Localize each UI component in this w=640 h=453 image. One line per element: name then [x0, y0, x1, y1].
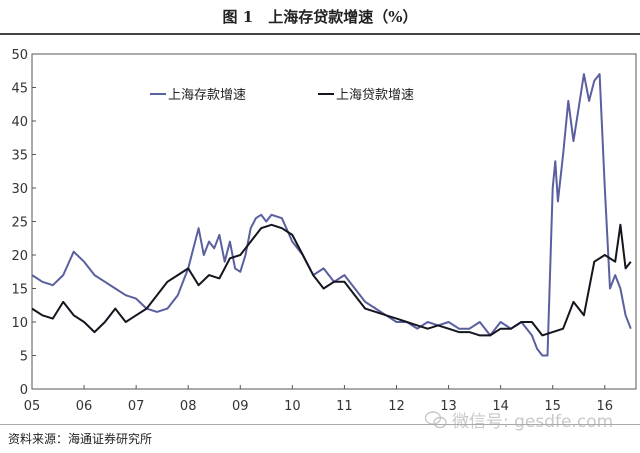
x-tick-label: 14	[492, 399, 509, 414]
x-tick-label: 09	[232, 399, 249, 414]
x-tick-label: 07	[128, 399, 145, 414]
x-tick-label: 10	[284, 399, 301, 414]
y-tick-label: 30	[11, 182, 28, 197]
x-axis: 05 06 07 08 09 10 11 12 13 14 15 16	[24, 385, 613, 414]
x-tick-label: 05	[24, 399, 41, 414]
wechat-icon	[425, 410, 447, 428]
y-tick-label: 50	[11, 48, 28, 63]
x-tick-label: 12	[388, 399, 405, 414]
y-tick-label: 35	[11, 149, 28, 164]
y-tick-label: 10	[11, 316, 28, 331]
y-tick-label: 40	[11, 115, 28, 130]
x-tick-label: 13	[440, 399, 457, 414]
x-tick-label: 16	[596, 399, 613, 414]
legend-deposit-label: 上海存款增速	[168, 88, 246, 103]
y-tick-label: 25	[11, 216, 28, 231]
x-tick-label: 06	[76, 399, 93, 414]
x-tick-label: 11	[336, 399, 353, 414]
legend: 上海存款增速 上海贷款增速	[150, 88, 414, 103]
y-axis: 0 5 10 15 20 25 30 35 40 45 50	[11, 48, 36, 398]
y-tick-label: 20	[11, 249, 28, 264]
title-divider	[0, 33, 640, 35]
x-tick-label: 15	[544, 399, 561, 414]
source-note: 资料来源：海通证券研究所	[8, 432, 153, 446]
plot-frame	[31, 53, 637, 390]
y-tick-label: 45	[11, 82, 28, 97]
y-tick-label: 15	[11, 283, 28, 298]
source-divider	[0, 424, 640, 425]
x-tick-label: 08	[180, 399, 197, 414]
watermark: 微信号: gesdfe.com	[425, 407, 613, 432]
legend-loan-label: 上海贷款增速	[336, 88, 414, 103]
watermark-text: 微信号: gesdfe.com	[452, 412, 614, 432]
y-tick-label: 5	[20, 350, 28, 365]
loan-growth-line	[31, 223, 632, 337]
chart-title: 图 1 上海存贷款增速（%）	[222, 8, 418, 26]
deposit-growth-line	[31, 73, 632, 357]
series-layer	[31, 73, 632, 357]
plot-border	[31, 53, 637, 390]
y-tick-label: 0	[20, 383, 28, 398]
